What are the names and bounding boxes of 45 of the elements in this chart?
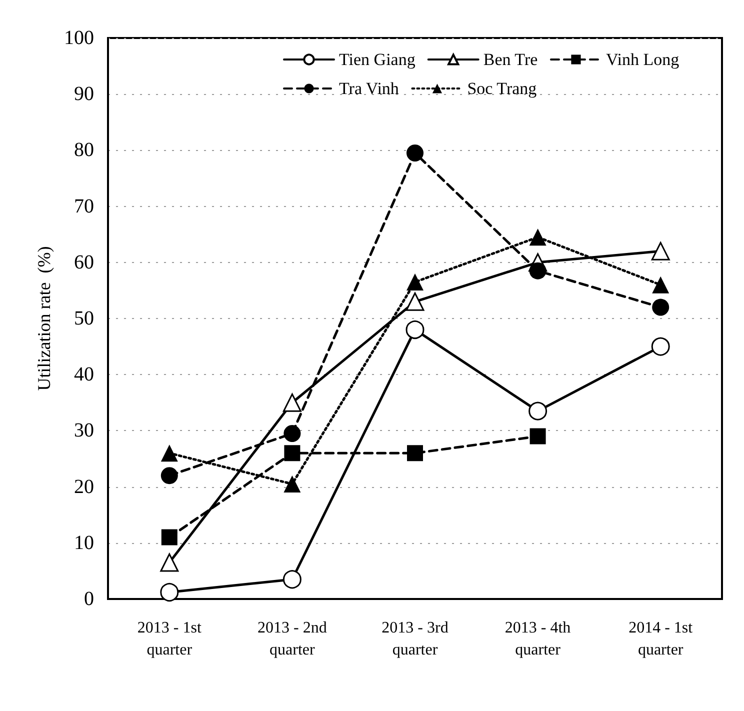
point (160, 467, 178, 484)
y-tick-label: 80 (74, 139, 94, 162)
y-tick-label: 60 (74, 251, 94, 274)
y-tick-label: 0 (84, 588, 94, 610)
point (160, 444, 178, 462)
legend-label: Tra Vinh (339, 79, 400, 98)
point (160, 553, 179, 572)
point (528, 402, 548, 420)
point (406, 144, 424, 162)
point (651, 242, 670, 260)
point (530, 428, 546, 444)
y-tick-label: 100 (64, 27, 94, 49)
y-tick-label: 90 (74, 83, 94, 106)
point (407, 445, 423, 462)
point (406, 292, 424, 311)
x-tick-label: 2013 - 3rd quarter (382, 620, 448, 658)
point (284, 445, 300, 462)
y-tick-label: 20 (74, 476, 94, 498)
point (529, 228, 546, 246)
y-axis-title: Utilization rate (%) (34, 246, 54, 391)
point (406, 320, 424, 339)
y-tick-label: 40 (74, 364, 94, 386)
x-tick-label: 2013 - 2nd quarter (258, 620, 327, 658)
y-tick-label: 70 (74, 195, 94, 218)
point (652, 276, 670, 294)
legend-label: Vinh Long (606, 50, 680, 69)
point (284, 425, 301, 442)
point (160, 583, 179, 602)
x-tick-label: 2013 - 1st quarter (137, 620, 202, 658)
x-tick-label: 2013 - 4th quarter (504, 620, 571, 658)
point (282, 570, 302, 589)
legend-label: Soc Trang (467, 79, 538, 98)
point (161, 529, 178, 546)
legend-label: Tien Giang (339, 50, 416, 69)
legend-label: Ben Tre (483, 50, 538, 69)
y-tick-label: 30 (74, 420, 94, 442)
point (282, 393, 302, 412)
y-tick-label: 10 (74, 532, 94, 554)
y-tick-label: 50 (74, 308, 94, 330)
point (406, 274, 424, 291)
point (529, 262, 546, 280)
point (651, 337, 670, 356)
point (652, 298, 670, 316)
x-tick-label: 2014 - 1st quarter (628, 620, 694, 658)
point (284, 475, 301, 492)
